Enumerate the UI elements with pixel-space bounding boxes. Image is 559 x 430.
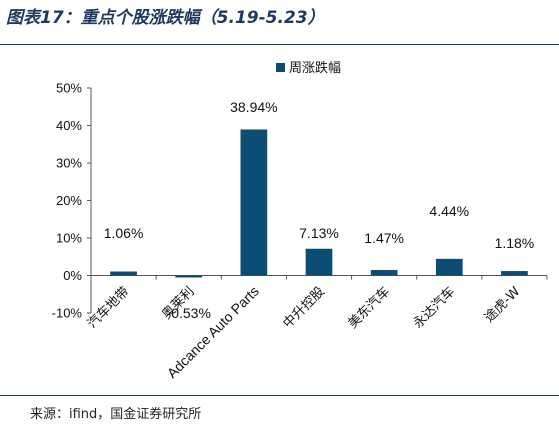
data-labels: 1.06% -0.53% 38.94% 7.13% 1.47% 4.44% 1.18% <box>104 99 535 321</box>
legend-swatch <box>276 63 285 72</box>
bar <box>305 248 333 276</box>
category-label: 中升控股 <box>280 284 327 331</box>
y-tick-label: -10% <box>52 306 83 321</box>
category-label: 永达汽车 <box>410 284 458 332</box>
data-label: 1.47% <box>364 230 404 246</box>
title-rule <box>0 44 559 45</box>
data-label: 1.18% <box>495 235 535 251</box>
category-label: 美东汽车 <box>345 284 393 332</box>
data-label: 7.13% <box>299 225 339 241</box>
y-axis: -10% 0% 10% 20% 30% 40% 50% <box>52 81 92 321</box>
y-tick-label: 50% <box>56 81 82 96</box>
y-tick-label: 20% <box>56 193 82 208</box>
legend-label: 周涨跌幅 <box>289 60 341 76</box>
figure-title: 图表17：重点个股涨跌幅（5.19-5.23） <box>6 8 325 28</box>
bar <box>175 275 203 278</box>
y-tick-label: 0% <box>63 268 82 283</box>
footer-rule <box>0 395 559 396</box>
bar <box>435 258 463 276</box>
y-tick-label: 40% <box>56 118 82 133</box>
x-axis <box>90 275 548 280</box>
bars <box>110 129 528 278</box>
data-label: 4.44% <box>429 203 469 219</box>
category-label: 汽车地带 <box>84 284 132 332</box>
bar <box>501 271 528 276</box>
legend: 周涨跌幅 <box>276 60 341 76</box>
data-label: 1.06% <box>104 225 144 241</box>
source-note: 来源：ifind，国金证券研究所 <box>30 407 202 422</box>
data-label: -0.53% <box>167 305 211 321</box>
y-tick-label: 10% <box>56 231 82 246</box>
bar <box>370 269 398 276</box>
y-tick-label: 30% <box>56 156 82 171</box>
category-label: 途虎-W <box>481 283 523 325</box>
data-label: 38.94% <box>230 99 277 115</box>
bar <box>110 271 137 276</box>
bar <box>240 129 268 276</box>
